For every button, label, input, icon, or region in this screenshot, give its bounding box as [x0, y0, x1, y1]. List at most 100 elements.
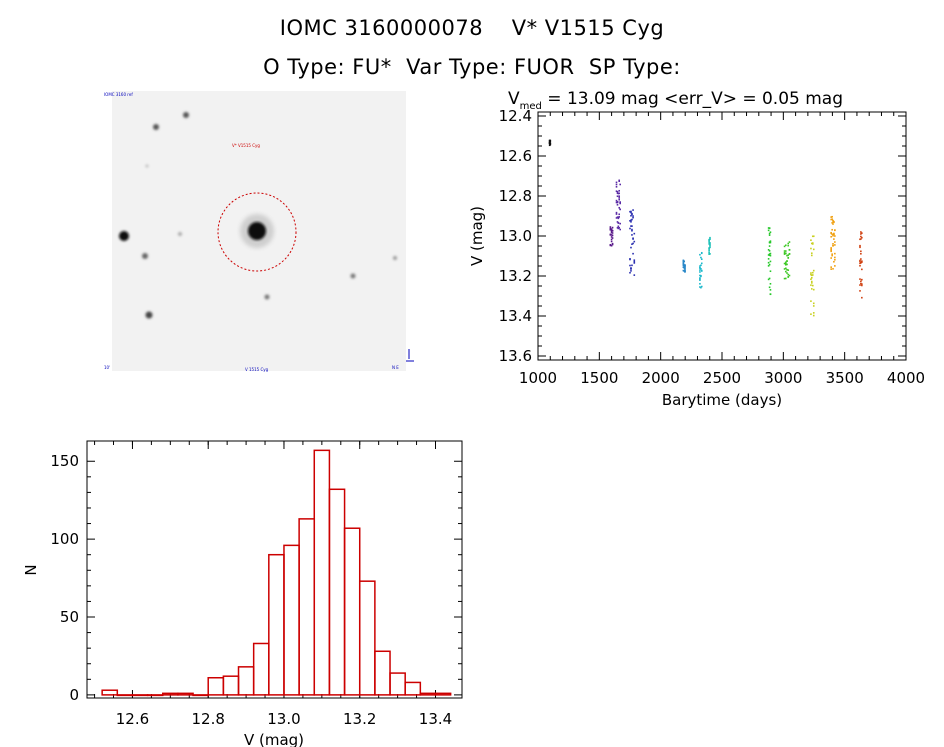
lc-data-point	[616, 201, 619, 203]
lc-data-point	[617, 227, 620, 230]
hist-bar	[343, 527, 361, 696]
lc-data-point	[615, 199, 618, 202]
lc-data-point	[684, 266, 686, 269]
hist-bar	[192, 694, 209, 697]
lc-xtick-label: 2000	[642, 369, 680, 387]
lc-data-point	[769, 240, 772, 242]
lc-data-point	[708, 238, 710, 241]
lc-data-point	[812, 314, 815, 317]
lc-data-point	[709, 246, 711, 249]
lc-points	[548, 139, 863, 317]
lc-data-point	[831, 253, 833, 255]
lc-data-point	[768, 245, 771, 247]
lc-data-point	[831, 215, 833, 218]
lc-data-point	[684, 268, 686, 271]
lc-data-point	[811, 235, 814, 238]
lc-data-point	[619, 222, 621, 225]
lc-data-point	[616, 203, 619, 206]
lc-data-point	[549, 140, 552, 142]
lc-data-point	[630, 225, 632, 227]
lc-data-point	[830, 249, 832, 252]
lc-data-point	[632, 238, 634, 240]
lc-data-point	[830, 257, 832, 259]
lc-data-point	[682, 261, 685, 264]
lc-data-point	[683, 260, 686, 263]
hist-ytick-label: 50	[60, 608, 79, 626]
lc-data-point	[831, 218, 833, 220]
lc-data-point	[788, 248, 791, 251]
lc-data-point	[700, 252, 703, 255]
lc-data-point	[810, 273, 812, 276]
lc-data-point	[631, 264, 633, 267]
lc-data-point	[786, 254, 788, 257]
lc-plot-frame	[537, 111, 907, 361]
lc-data-point	[860, 250, 862, 253]
lc-data-point	[699, 267, 701, 269]
lc-data-point	[682, 264, 685, 267]
lc-data-point	[684, 270, 686, 272]
lc-data-point	[810, 313, 812, 315]
lc-data-point	[784, 277, 787, 280]
lc-data-point	[610, 228, 613, 230]
lc-data-point	[611, 232, 614, 234]
lc-data-point	[784, 244, 787, 247]
lc-data-point	[810, 239, 812, 242]
lc-data-point	[630, 221, 632, 223]
object-type-line: O Type: FU* Var Type: FUOR SP Type:	[263, 55, 681, 79]
lc-data-point	[609, 244, 612, 246]
lc-data-point	[768, 277, 771, 280]
lc-data-point	[700, 275, 702, 278]
lc-data-point	[834, 241, 836, 243]
lc-data-point	[709, 236, 711, 239]
lc-data-point	[830, 231, 832, 234]
image-bottom-label: V 1515 Cyg	[245, 367, 269, 372]
lc-data-point	[860, 231, 862, 233]
lc-data-point	[632, 209, 634, 211]
lc-data-point	[859, 244, 861, 247]
lc-data-point	[708, 248, 710, 250]
lc-data-point	[699, 278, 701, 280]
lc-data-point	[783, 252, 786, 254]
lc-data-point	[618, 198, 621, 201]
lc-data-point	[699, 269, 701, 271]
hist-bar	[177, 692, 194, 696]
lc-data-point	[832, 243, 834, 245]
lc-data-point	[633, 262, 636, 264]
lc-data-point	[769, 270, 772, 273]
lc-data-point	[609, 233, 612, 236]
lc-data-point	[830, 247, 832, 249]
lc-data-point	[787, 273, 790, 276]
lc-data-point	[708, 243, 710, 245]
lc-data-point	[617, 216, 620, 219]
lc-data-point	[810, 272, 812, 274]
lc-data-point	[833, 238, 835, 240]
lc-xtick-label: 4000	[887, 369, 925, 387]
lc-data-point	[700, 264, 702, 267]
lc-data-point	[767, 249, 770, 251]
lc-data-point	[859, 259, 861, 262]
lc-data-point	[859, 246, 861, 249]
lc-data-point	[830, 235, 832, 238]
lc-subtitle-rest: = 13.09 mag <err_V> = 0.05 mag	[542, 89, 843, 109]
plot-title: IOMC 3160000078 V* V1515 Cyg	[279, 16, 665, 40]
lc-data-point	[811, 284, 814, 287]
lc-data-point	[768, 263, 771, 266]
lc-data-point	[699, 253, 701, 256]
lc-data-point	[812, 248, 815, 251]
lc-data-point	[831, 222, 833, 224]
lc-data-point	[709, 243, 711, 246]
lc-data-point	[619, 208, 621, 211]
lc-data-point	[633, 232, 636, 235]
lc-data-point	[708, 253, 710, 255]
lc-data-point	[630, 267, 632, 269]
lc-data-point	[833, 260, 835, 263]
lc-data-point	[812, 302, 815, 305]
lc-data-point	[632, 252, 634, 255]
lc-data-point	[860, 261, 862, 264]
lc-data-point	[633, 274, 636, 276]
hist-bar	[374, 650, 391, 696]
lc-data-point	[611, 237, 614, 239]
lc-data-point	[768, 250, 771, 252]
lc-data-point	[618, 213, 621, 216]
lc-data-point	[631, 225, 633, 227]
